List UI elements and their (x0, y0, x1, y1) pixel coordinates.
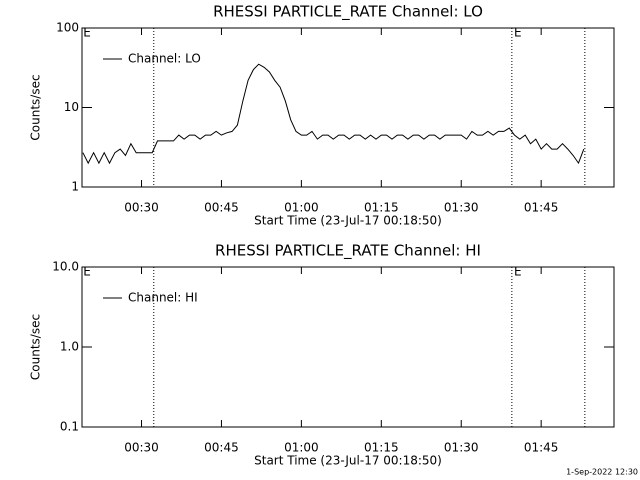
y-tick-label: 100 (56, 21, 79, 35)
y-tick-label: 1 (71, 180, 79, 194)
x-tick-label: 01:00 (284, 201, 319, 215)
annotation: E (83, 26, 91, 40)
x-tick-label: 01:15 (364, 201, 399, 215)
x-tick-label: 00:30 (124, 441, 159, 455)
x-axis-label: Start Time (23-Jul-17 00:18:50) (254, 214, 442, 228)
chart-title: RHESSI PARTICLE_RATE Channel: LO (213, 3, 483, 22)
data-line (82, 63, 585, 165)
x-tick-label: 01:15 (364, 441, 399, 455)
y-axis-label: Counts/sec (29, 314, 43, 380)
x-tick-label: 00:45 (204, 201, 239, 215)
x-tick-label: 00:30 (124, 201, 159, 215)
y-tick-label: 10 (64, 100, 79, 114)
annotation: E (514, 265, 522, 279)
x-tick-label: 01:45 (524, 201, 559, 215)
legend-label: Channel: LO (128, 52, 201, 66)
y-tick-label: 10.0 (52, 260, 79, 274)
legend-label: Channel: HI (128, 291, 198, 305)
annotation: E (83, 265, 91, 279)
x-tick-label: 01:30 (444, 441, 479, 455)
y-tick-label: 1.0 (60, 340, 79, 354)
x-tick-label: 01:45 (524, 441, 559, 455)
x-tick-label: 01:00 (284, 441, 319, 455)
y-tick-label: 0.1 (60, 420, 79, 434)
footer-date: 1-Sep-2022 12:30 (566, 468, 638, 477)
x-tick-label: 01:30 (444, 201, 479, 215)
chart-title: RHESSI PARTICLE_RATE Channel: HI (215, 242, 481, 261)
annotation: E (514, 26, 522, 40)
x-axis-label: Start Time (23-Jul-17 00:18:50) (254, 454, 442, 468)
y-axis-label: Counts/sec (29, 74, 43, 140)
x-tick-label: 00:45 (204, 441, 239, 455)
